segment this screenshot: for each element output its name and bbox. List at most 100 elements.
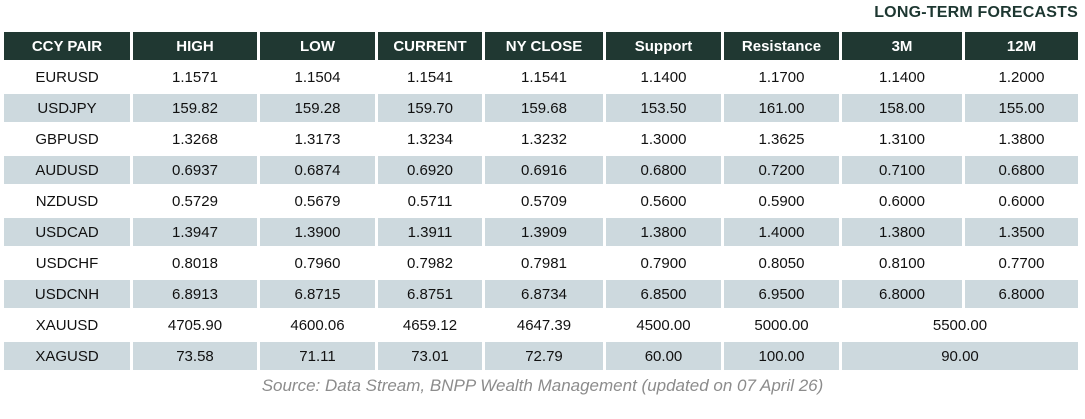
cell-support: 1.3000 xyxy=(606,125,721,153)
cell-12m: 155.00 xyxy=(965,94,1078,122)
cell-3m: 158.00 xyxy=(842,94,962,122)
table-row-usdjpy: USDJPY 159.82 159.28 159.70 159.68 153.5… xyxy=(4,94,1078,122)
cell-high: 1.3268 xyxy=(133,125,257,153)
cell-support: 0.5600 xyxy=(606,187,721,215)
cell-ny-close: 0.7981 xyxy=(485,249,603,277)
cell-3m: 1.3100 xyxy=(842,125,962,153)
cell-ny-close: 4647.39 xyxy=(485,311,603,339)
cell-current: 6.8751 xyxy=(378,280,482,308)
cell-current: 0.5711 xyxy=(378,187,482,215)
cell-resistance: 161.00 xyxy=(724,94,839,122)
cell-3m: 0.7100 xyxy=(842,156,962,184)
table-row-nzdusd: NZDUSD 0.5729 0.5679 0.5711 0.5709 0.560… xyxy=(4,187,1078,215)
cell-pair: USDCAD xyxy=(4,218,130,246)
cell-current: 4659.12 xyxy=(378,311,482,339)
cell-resistance: 0.7200 xyxy=(724,156,839,184)
table-row-usdcad: USDCAD 1.3947 1.3900 1.3911 1.3909 1.380… xyxy=(4,218,1078,246)
cell-forecast-merged: 90.00 xyxy=(842,342,1078,370)
cell-support: 4500.00 xyxy=(606,311,721,339)
cell-ny-close: 0.5709 xyxy=(485,187,603,215)
column-header-resistance: Resistance xyxy=(724,32,839,60)
cell-12m: 0.6000 xyxy=(965,187,1078,215)
table-header-row: CCY PAIR HIGH LOW CURRENT NY CLOSE Suppo… xyxy=(4,32,1078,60)
cell-12m: 0.7700 xyxy=(965,249,1078,277)
cell-12m: 1.2000 xyxy=(965,63,1078,91)
cell-3m: 6.8000 xyxy=(842,280,962,308)
column-header-low: LOW xyxy=(260,32,375,60)
cell-pair: AUDUSD xyxy=(4,156,130,184)
cell-forecast-merged: 5500.00 xyxy=(842,311,1078,339)
table-row-xauusd: XAUUSD 4705.90 4600.06 4659.12 4647.39 4… xyxy=(4,311,1078,339)
cell-support: 0.6800 xyxy=(606,156,721,184)
cell-pair: EURUSD xyxy=(4,63,130,91)
cell-12m: 6.8000 xyxy=(965,280,1078,308)
cell-low: 0.5679 xyxy=(260,187,375,215)
cell-low: 4600.06 xyxy=(260,311,375,339)
cell-ny-close: 1.3909 xyxy=(485,218,603,246)
cell-resistance: 1.1700 xyxy=(724,63,839,91)
cell-low: 6.8715 xyxy=(260,280,375,308)
cell-support: 0.7900 xyxy=(606,249,721,277)
cell-pair: XAGUSD xyxy=(4,342,130,370)
cell-pair: USDCHF xyxy=(4,249,130,277)
cell-3m: 0.6000 xyxy=(842,187,962,215)
cell-current: 0.6920 xyxy=(378,156,482,184)
cell-ny-close: 72.79 xyxy=(485,342,603,370)
source-caption: Source: Data Stream, BNPP Wealth Managem… xyxy=(261,376,824,395)
cell-high: 0.6937 xyxy=(133,156,257,184)
column-header-support: Support xyxy=(606,32,721,60)
cell-resistance: 0.5900 xyxy=(724,187,839,215)
cell-low: 1.3173 xyxy=(260,125,375,153)
cell-ny-close: 1.1541 xyxy=(485,63,603,91)
cell-high: 0.5729 xyxy=(133,187,257,215)
cell-support: 6.8500 xyxy=(606,280,721,308)
cell-support: 1.1400 xyxy=(606,63,721,91)
cell-current: 1.3911 xyxy=(378,218,482,246)
cell-pair: USDJPY xyxy=(4,94,130,122)
cell-current: 1.1541 xyxy=(378,63,482,91)
table-row-gbpusd: GBPUSD 1.3268 1.3173 1.3234 1.3232 1.300… xyxy=(4,125,1078,153)
cell-12m: 1.3500 xyxy=(965,218,1078,246)
cell-resistance: 6.9500 xyxy=(724,280,839,308)
cell-pair: USDCNH xyxy=(4,280,130,308)
table-row-usdcnh: USDCNH 6.8913 6.8715 6.8751 6.8734 6.850… xyxy=(4,280,1078,308)
fx-forecast-table: CCY PAIR HIGH LOW CURRENT NY CLOSE Suppo… xyxy=(1,29,1081,373)
column-header-ny-close: NY CLOSE xyxy=(485,32,603,60)
cell-low: 0.7960 xyxy=(260,249,375,277)
cell-current: 159.70 xyxy=(378,94,482,122)
column-header-3m: 3M xyxy=(842,32,962,60)
title-bar: LONG-TERM FORECASTS xyxy=(0,0,1080,29)
cell-high: 6.8913 xyxy=(133,280,257,308)
cell-low: 159.28 xyxy=(260,94,375,122)
long-term-forecasts-label: LONG-TERM FORECASTS xyxy=(874,4,1078,21)
cell-resistance: 0.8050 xyxy=(724,249,839,277)
column-header-12m: 12M xyxy=(965,32,1078,60)
cell-current: 1.3234 xyxy=(378,125,482,153)
cell-support: 1.3800 xyxy=(606,218,721,246)
cell-resistance: 1.4000 xyxy=(724,218,839,246)
cell-ny-close: 1.3232 xyxy=(485,125,603,153)
cell-resistance: 100.00 xyxy=(724,342,839,370)
table-row-xagusd: XAGUSD 73.58 71.11 73.01 72.79 60.00 100… xyxy=(4,342,1078,370)
cell-ny-close: 0.6916 xyxy=(485,156,603,184)
cell-pair: GBPUSD xyxy=(4,125,130,153)
cell-support: 153.50 xyxy=(606,94,721,122)
cell-current: 0.7982 xyxy=(378,249,482,277)
cell-high: 159.82 xyxy=(133,94,257,122)
cell-3m: 1.1400 xyxy=(842,63,962,91)
cell-high: 0.8018 xyxy=(133,249,257,277)
cell-high: 4705.90 xyxy=(133,311,257,339)
table-row-eurusd: EURUSD 1.1571 1.1504 1.1541 1.1541 1.140… xyxy=(4,63,1078,91)
cell-low: 0.6874 xyxy=(260,156,375,184)
table-row-audusd: AUDUSD 0.6937 0.6874 0.6920 0.6916 0.680… xyxy=(4,156,1078,184)
cell-high: 73.58 xyxy=(133,342,257,370)
cell-low: 1.3900 xyxy=(260,218,375,246)
cell-3m: 1.3800 xyxy=(842,218,962,246)
table-row-usdchf: USDCHF 0.8018 0.7960 0.7982 0.7981 0.790… xyxy=(4,249,1078,277)
cell-pair: XAUUSD xyxy=(4,311,130,339)
column-header-high: HIGH xyxy=(133,32,257,60)
cell-high: 1.1571 xyxy=(133,63,257,91)
cell-high: 1.3947 xyxy=(133,218,257,246)
cell-low: 71.11 xyxy=(260,342,375,370)
